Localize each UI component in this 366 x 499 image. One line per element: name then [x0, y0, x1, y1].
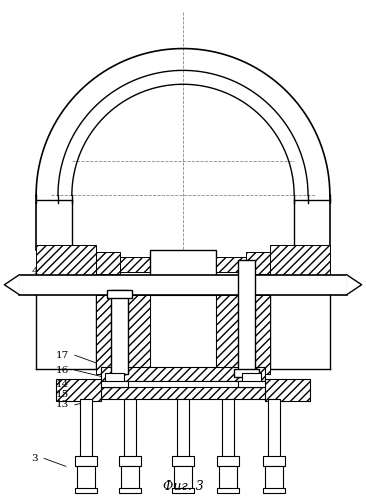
Bar — [120, 257, 150, 272]
Bar — [265, 467, 283, 490]
Bar — [69, 387, 297, 399]
Bar — [75, 457, 97, 467]
Bar — [216, 294, 270, 374]
Text: 3: 3 — [31, 454, 38, 463]
Bar — [101, 381, 265, 389]
Bar — [105, 373, 124, 387]
Text: 14: 14 — [56, 380, 69, 389]
Bar — [150, 294, 216, 374]
Bar — [217, 488, 239, 493]
Bar — [234, 369, 259, 377]
Bar — [270, 245, 330, 285]
Bar — [119, 488, 141, 493]
Bar — [77, 467, 95, 490]
Bar — [124, 399, 137, 459]
Text: 15: 15 — [56, 390, 69, 399]
Bar — [96, 294, 150, 374]
Bar — [268, 399, 280, 459]
Bar — [107, 290, 132, 297]
Bar — [19, 275, 347, 294]
Bar — [75, 488, 97, 493]
Bar — [119, 457, 141, 467]
Bar — [101, 367, 265, 381]
Text: 16: 16 — [56, 366, 69, 375]
Bar — [264, 457, 285, 467]
Bar — [122, 467, 139, 490]
Text: 4: 4 — [31, 267, 38, 276]
Bar — [222, 399, 234, 459]
Bar — [80, 399, 92, 459]
Bar — [219, 467, 236, 490]
Bar — [96, 252, 120, 274]
Polygon shape — [347, 275, 362, 294]
Bar — [265, 379, 310, 401]
Bar — [36, 245, 96, 285]
Bar — [216, 257, 246, 272]
Bar — [246, 252, 270, 274]
Bar — [242, 373, 261, 387]
Bar — [177, 399, 189, 459]
Bar — [217, 457, 239, 467]
Bar — [264, 488, 285, 493]
Text: 17: 17 — [56, 351, 69, 360]
Bar — [111, 290, 128, 374]
Bar — [150, 250, 216, 285]
Polygon shape — [4, 275, 19, 294]
Bar — [174, 467, 192, 490]
Bar — [172, 488, 194, 493]
Bar — [238, 381, 265, 387]
Bar — [101, 381, 128, 387]
Text: Фиг. 3: Фиг. 3 — [163, 480, 203, 493]
Bar — [238, 260, 255, 374]
Text: 13: 13 — [56, 400, 69, 409]
Bar — [172, 457, 194, 467]
Bar — [56, 379, 101, 401]
